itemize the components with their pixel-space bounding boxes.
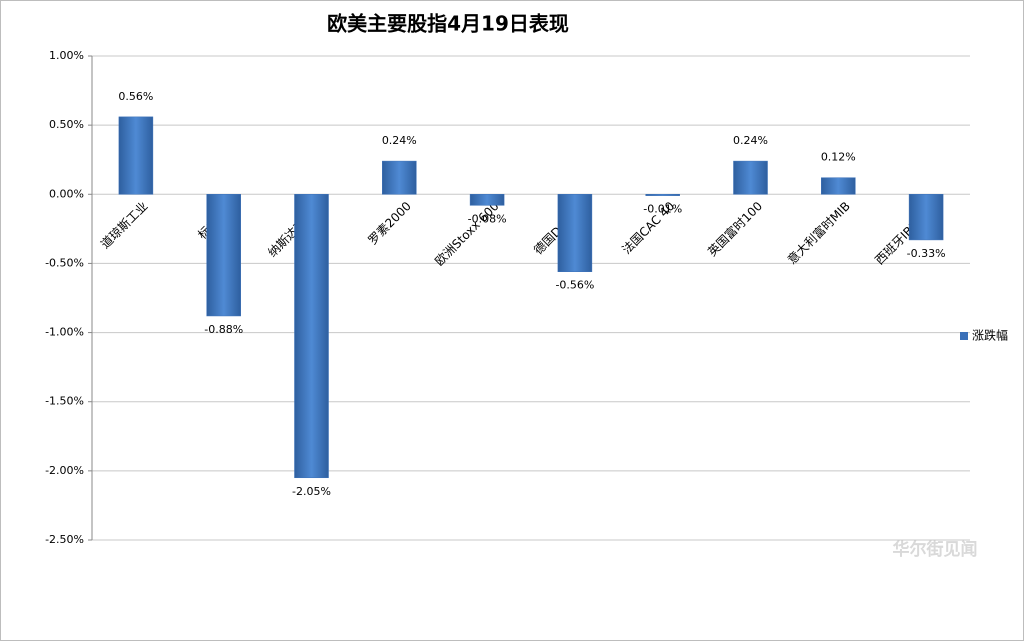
bar bbox=[206, 194, 241, 317]
value-label: 0.24% bbox=[733, 134, 768, 147]
legend-swatch bbox=[960, 332, 968, 340]
bar bbox=[733, 160, 768, 195]
y-tick-label: 1.00% bbox=[49, 49, 84, 62]
y-tick-label: -0.50% bbox=[45, 256, 84, 269]
bar bbox=[821, 177, 856, 195]
bar bbox=[469, 194, 505, 206]
chart-title: 欧美主要股指4月19日表现 bbox=[327, 12, 569, 36]
value-label: -2.05% bbox=[292, 485, 331, 498]
value-label: -0.33% bbox=[907, 247, 946, 260]
value-label: -0.56% bbox=[555, 279, 594, 292]
bar bbox=[908, 194, 944, 241]
bar bbox=[645, 194, 680, 196]
value-label: 0.12% bbox=[821, 151, 856, 164]
value-label: 0.24% bbox=[382, 134, 417, 147]
value-label: -0.88% bbox=[204, 323, 243, 336]
y-tick-label: -2.00% bbox=[45, 464, 84, 477]
legend-label: 涨跌幅 bbox=[972, 328, 1008, 343]
y-tick-label: 0.00% bbox=[49, 187, 84, 200]
bar bbox=[557, 194, 593, 272]
value-label: -0.01% bbox=[643, 203, 682, 216]
bar bbox=[118, 116, 154, 195]
y-tick-label: -1.50% bbox=[45, 395, 84, 408]
value-label: 0.56% bbox=[118, 90, 153, 103]
y-tick-label: -2.50% bbox=[45, 533, 84, 546]
value-label: -0.08% bbox=[468, 212, 507, 225]
bar bbox=[294, 194, 329, 479]
y-tick-label: -1.00% bbox=[45, 326, 84, 339]
watermark: 华尔街见闻 bbox=[893, 539, 978, 560]
y-tick-label: 0.50% bbox=[49, 118, 84, 131]
bar bbox=[382, 160, 417, 195]
